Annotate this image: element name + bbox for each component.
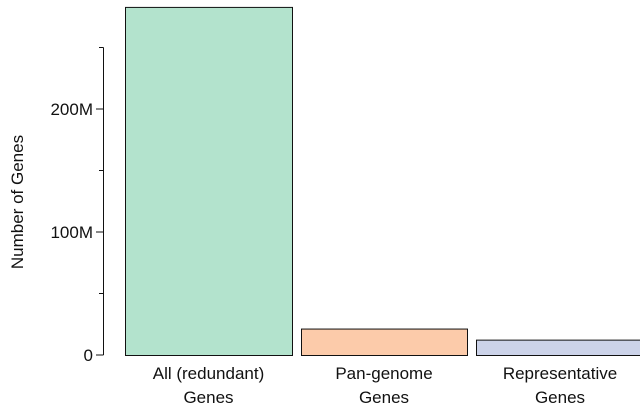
bars-group (125, 6, 640, 356)
bar-1 (301, 328, 468, 356)
y-tick-label-2: 200M (50, 100, 93, 119)
x-category-label-2: Representative Genes (503, 364, 617, 407)
y-tick-label-0: 0 (84, 346, 93, 365)
y-axis: 0 100M 200M (50, 47, 104, 365)
bar-2 (476, 339, 640, 356)
x-category-label-1: Pan-genome Genes (335, 364, 432, 407)
x-axis-labels: All (redundant) Genes Pan-genome Genes Repre… (153, 364, 617, 407)
x-category-label-0: All (redundant) Genes (153, 364, 265, 407)
y-tick-label-1: 100M (50, 223, 93, 242)
y-axis-title: Number of Genes (8, 135, 27, 269)
bar-0 (125, 6, 293, 356)
